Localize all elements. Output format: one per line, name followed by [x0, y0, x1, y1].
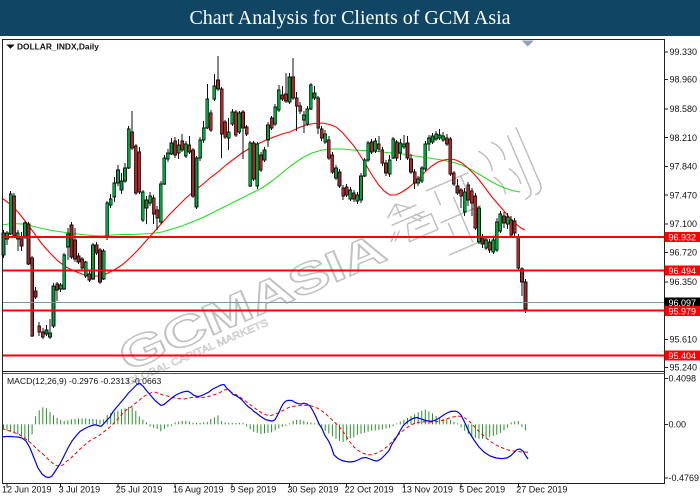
svg-text:96.932: 96.932 [669, 233, 697, 243]
svg-text:95.610: 95.610 [670, 335, 698, 345]
svg-text:16 Aug 2019: 16 Aug 2019 [173, 485, 224, 495]
svg-text:0.00: 0.00 [669, 420, 687, 430]
svg-text:5 Dec 2019: 5 Dec 2019 [459, 485, 505, 495]
svg-text:-0.4769: -0.4769 [669, 473, 700, 483]
svg-text:97.470: 97.470 [670, 190, 698, 200]
svg-text:99.330: 99.330 [670, 47, 698, 57]
svg-text:12 Jun 2019: 12 Jun 2019 [2, 485, 52, 495]
svg-text:30 Sep 2019: 30 Sep 2019 [287, 485, 338, 495]
svg-text:MACD(12,26,9) -0.2976 -0.2313: MACD(12,26,9) -0.2976 -0.2313 -0.0663 [7, 376, 162, 386]
svg-text:98.210: 98.210 [670, 133, 698, 143]
svg-text:25 Jul 2019: 25 Jul 2019 [116, 485, 163, 495]
svg-text:96.494: 96.494 [669, 266, 697, 276]
svg-text:96.350: 96.350 [670, 277, 698, 287]
svg-text:97.100: 97.100 [670, 219, 698, 229]
svg-text:0.4098: 0.4098 [669, 374, 697, 384]
svg-text:98.580: 98.580 [670, 104, 698, 114]
svg-text:22 Oct 2019: 22 Oct 2019 [345, 485, 394, 495]
svg-text:3 Jul 2019: 3 Jul 2019 [59, 485, 101, 495]
svg-text:13 Nov 2019: 13 Nov 2019 [402, 485, 453, 495]
svg-text:97.840: 97.840 [670, 162, 698, 172]
svg-text:9 Sep 2019: 9 Sep 2019 [230, 485, 276, 495]
svg-text:95.979: 95.979 [669, 306, 697, 316]
svg-text:98.960: 98.960 [670, 75, 698, 85]
svg-text:96.097: 96.097 [669, 298, 697, 308]
svg-text:96.720: 96.720 [670, 248, 698, 258]
svg-text:95.404: 95.404 [669, 351, 697, 361]
svg-text:DOLLAR_INDX,Daily: DOLLAR_INDX,Daily [17, 42, 99, 52]
svg-text:95.240: 95.240 [670, 363, 698, 373]
svg-text:27 Dec 2019: 27 Dec 2019 [516, 485, 567, 495]
